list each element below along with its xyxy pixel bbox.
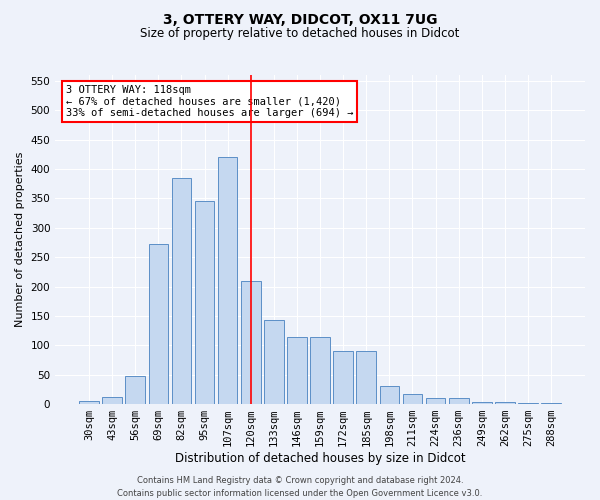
Bar <box>380 386 399 404</box>
Bar <box>195 202 214 404</box>
Bar <box>79 401 99 404</box>
Text: Contains HM Land Registry data © Crown copyright and database right 2024.
Contai: Contains HM Land Registry data © Crown c… <box>118 476 482 498</box>
Bar <box>426 398 445 404</box>
Bar <box>218 158 238 404</box>
Text: Size of property relative to detached houses in Didcot: Size of property relative to detached ho… <box>140 28 460 40</box>
Y-axis label: Number of detached properties: Number of detached properties <box>15 152 25 327</box>
Bar <box>310 336 330 404</box>
Bar <box>403 394 422 404</box>
Text: 3 OTTERY WAY: 118sqm
← 67% of detached houses are smaller (1,420)
33% of semi-de: 3 OTTERY WAY: 118sqm ← 67% of detached h… <box>66 85 353 118</box>
Bar <box>334 351 353 404</box>
Bar <box>449 398 469 404</box>
X-axis label: Distribution of detached houses by size in Didcot: Distribution of detached houses by size … <box>175 452 466 465</box>
Bar <box>356 351 376 404</box>
Bar <box>472 402 491 404</box>
Bar <box>241 280 260 404</box>
Bar <box>264 320 284 404</box>
Bar <box>149 244 168 404</box>
Bar <box>287 336 307 404</box>
Bar <box>541 403 561 404</box>
Bar <box>172 178 191 404</box>
Bar <box>125 376 145 404</box>
Bar <box>103 397 122 404</box>
Text: 3, OTTERY WAY, DIDCOT, OX11 7UG: 3, OTTERY WAY, DIDCOT, OX11 7UG <box>163 12 437 26</box>
Bar <box>495 402 515 404</box>
